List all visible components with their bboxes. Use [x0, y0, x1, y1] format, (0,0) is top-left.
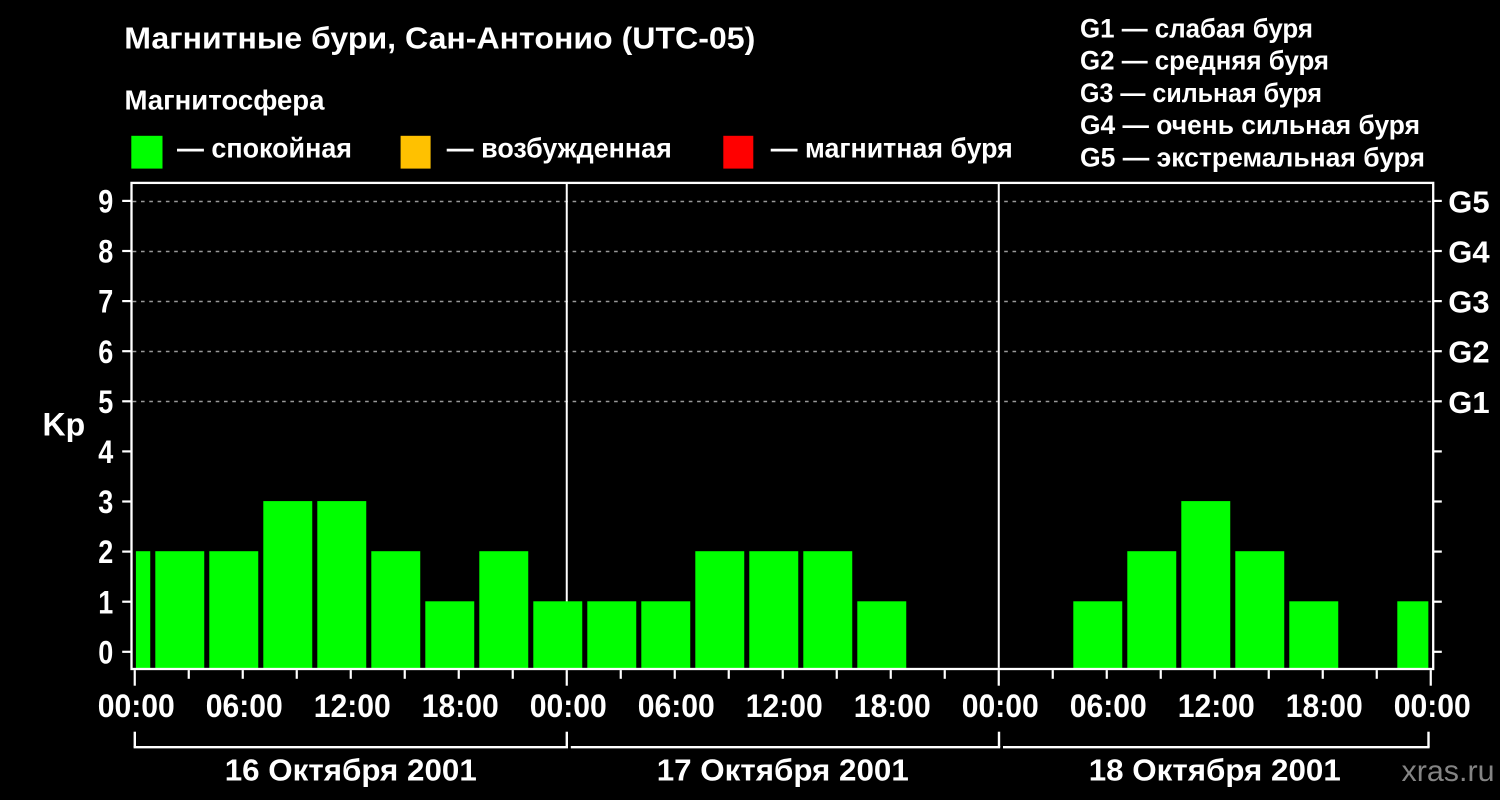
svg-text:— спокойная: — спокойная — [177, 133, 352, 164]
svg-text:— магнитная буря: — магнитная буря — [771, 133, 1013, 164]
svg-text:12:00: 12:00 — [314, 688, 391, 724]
svg-text:18 Октября 2001: 18 Октября 2001 — [1089, 752, 1341, 787]
svg-text:8: 8 — [98, 234, 113, 270]
svg-text:12:00: 12:00 — [1178, 688, 1255, 724]
svg-text:4: 4 — [98, 434, 113, 470]
svg-text:00:00: 00:00 — [1394, 688, 1471, 724]
svg-text:00:00: 00:00 — [98, 688, 175, 724]
svg-text:G1: G1 — [1448, 385, 1489, 420]
svg-text:G1 — слабая буря: G1 — слабая буря — [1080, 13, 1313, 43]
svg-text:G4: G4 — [1448, 235, 1490, 270]
svg-text:— возбужденная: — возбужденная — [447, 133, 672, 164]
svg-text:00:00: 00:00 — [530, 688, 607, 724]
svg-text:xras.ru: xras.ru — [1402, 755, 1495, 788]
svg-text:G5: G5 — [1448, 184, 1489, 219]
svg-text:5: 5 — [98, 384, 113, 420]
svg-text:6: 6 — [98, 334, 113, 370]
svg-text:06:00: 06:00 — [206, 688, 283, 724]
svg-text:G3 — сильная буря: G3 — сильная буря — [1080, 78, 1322, 108]
svg-text:3: 3 — [98, 484, 113, 520]
svg-text:Магнитосфера: Магнитосфера — [125, 85, 325, 116]
svg-text:G2 — средняя буря: G2 — средняя буря — [1080, 46, 1329, 76]
svg-text:Kp: Kp — [43, 407, 86, 443]
svg-text:G4 — очень сильная буря: G4 — очень сильная буря — [1080, 110, 1420, 140]
svg-text:0: 0 — [98, 634, 113, 670]
svg-text:G5 — экстремальная буря: G5 — экстремальная буря — [1080, 143, 1425, 173]
svg-text:12:00: 12:00 — [746, 688, 823, 724]
svg-text:G3: G3 — [1448, 285, 1489, 320]
svg-text:18:00: 18:00 — [1286, 688, 1363, 724]
svg-text:00:00: 00:00 — [962, 688, 1039, 724]
svg-text:17 Октября 2001: 17 Октября 2001 — [657, 752, 909, 787]
svg-text:18:00: 18:00 — [422, 688, 499, 724]
svg-text:1: 1 — [98, 584, 113, 620]
svg-text:06:00: 06:00 — [1070, 688, 1147, 724]
svg-text:06:00: 06:00 — [638, 688, 715, 724]
svg-text:9: 9 — [98, 184, 113, 220]
svg-text:2: 2 — [98, 534, 113, 570]
svg-text:G2: G2 — [1448, 335, 1489, 370]
svg-text:7: 7 — [98, 284, 113, 320]
svg-text:16 Октября 2001: 16 Октября 2001 — [225, 752, 477, 787]
svg-text:Магнитные бури, Сан-Антонио (U: Магнитные бури, Сан-Антонио (UTC-05) — [124, 21, 755, 56]
svg-text:18:00: 18:00 — [854, 688, 931, 724]
